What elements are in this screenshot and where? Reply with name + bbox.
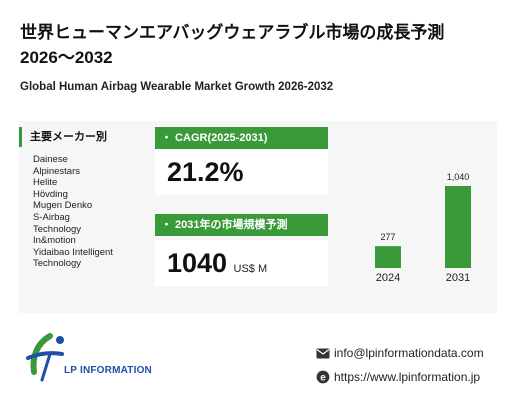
manufacturer-item: Dainese xyxy=(33,154,68,165)
website-row: e https://www.lpinformation.jp xyxy=(316,369,480,385)
title-line-1: 世界ヒューマンエアバッグウェアラブル市場の成長予測 xyxy=(20,23,445,42)
market-size-label: ・ 2031年の市場規模予測 xyxy=(155,214,328,236)
manufacturer-item: Yidaibao Intelligent xyxy=(33,246,113,258)
cagr-label: ・ CAGR(2025-2031) xyxy=(155,127,328,149)
browser-e-icon: e xyxy=(316,370,330,384)
bar-2024 xyxy=(375,246,401,268)
lp-logo-icon xyxy=(26,333,64,382)
envelope-icon xyxy=(316,348,330,358)
website-link[interactable]: https://www.lpinformation.jp xyxy=(334,370,481,384)
title-line-2: 2026～2032 xyxy=(20,48,113,67)
manufacturer-item: Alpinestars xyxy=(33,165,80,177)
brand-name: LP INFORMATION xyxy=(64,365,152,376)
bar-value-label: 1,040 xyxy=(447,172,470,182)
manufacturer-item: Mugen Denko xyxy=(33,200,93,212)
market-size-unit: US$ M xyxy=(233,263,268,275)
manufacturer-item: Technology xyxy=(33,223,82,235)
manufacturer-item: In&motion xyxy=(33,235,76,247)
email-link[interactable]: info@lpinformationdata.com xyxy=(334,346,484,360)
bar-2031 xyxy=(445,186,471,268)
manufacturer-item: Technology xyxy=(33,258,82,270)
manufacturer-item: Hövding xyxy=(33,188,68,200)
svg-text:e: e xyxy=(320,373,326,384)
manufacturer-list: Dainese Alpinestars Helite Hövding Mugen Den… xyxy=(33,154,148,270)
x-tick-label: 2024 xyxy=(376,272,400,284)
market-size-value: 1040 xyxy=(167,248,228,278)
x-tick-label: 2031 xyxy=(446,272,470,284)
page-subtitle: Global Human Airbag Wearable Market Grow… xyxy=(20,81,334,93)
market-size-box: 1040 US$ M xyxy=(155,240,328,286)
cagr-box: 21.2% xyxy=(155,149,328,195)
manufacturers-heading: 主要メーカー別 xyxy=(19,127,137,147)
growth-bar-chart: 277 2024 1,040 2031 xyxy=(375,172,471,284)
cagr-value: 21.2% xyxy=(167,157,244,187)
page-title: 世界ヒューマンエアバッグウェアラブル市場の成長予測 2026～2032 xyxy=(20,20,510,70)
manufacturer-item: S-Airbag xyxy=(33,211,70,223)
email-row: info@lpinformationdata.com xyxy=(316,345,484,361)
bar-value-label: 277 xyxy=(380,232,395,242)
manufacturer-item: Helite xyxy=(33,177,58,189)
